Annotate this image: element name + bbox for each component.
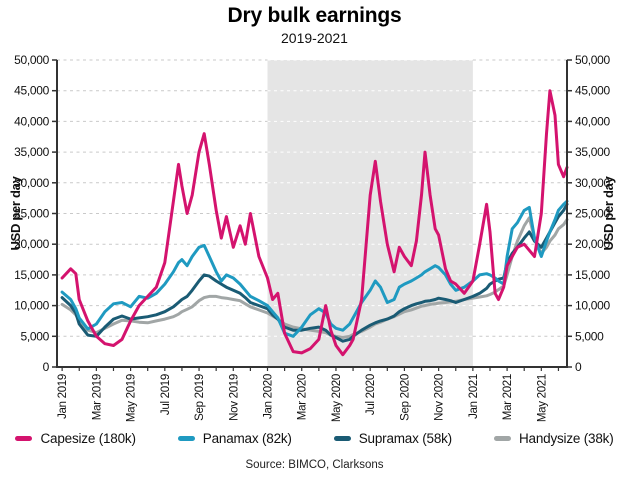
- x-tick-label: Sep 2020: [399, 374, 411, 421]
- y-tick-label-left: 35,000: [14, 145, 50, 159]
- source-caption: Source: BIMCO, Clarksons: [245, 459, 384, 471]
- chart-legend: Capesize (180k) Panamax (82k) Supramax (58…: [0, 431, 629, 446]
- y-tick-label-left: 25,000: [14, 207, 50, 221]
- y-tick-label-right: 10,000: [575, 299, 611, 313]
- series-line-supramax: [60, 202, 569, 343]
- y-tick-label-right: 20,000: [575, 237, 611, 251]
- y-tick-label-right: 30,000: [575, 176, 611, 190]
- legend-label: Panamax (82k): [202, 431, 292, 446]
- series-line-handysize: [60, 216, 569, 339]
- y-tick-label-right: 5,000: [575, 329, 604, 343]
- x-tick-label: May 2019: [126, 374, 138, 422]
- x-tick-label: Mar 2019: [91, 374, 103, 420]
- y-tick-label-right: 25,000: [575, 207, 611, 221]
- y-tick-label-left: 30,000: [14, 176, 50, 190]
- x-tick-label: Jan 2021: [468, 374, 480, 419]
- y-tick-label-left: 50,000: [14, 53, 50, 67]
- x-tick-label: Sep 2019: [194, 374, 206, 421]
- x-tick-label: Jul 2020: [365, 374, 377, 415]
- y-tick-label-left: 40,000: [14, 114, 50, 128]
- x-tick-label: May 2021: [536, 374, 548, 422]
- legend-marker-capesize: [15, 436, 33, 441]
- y-tick-label-left: 15,000: [14, 268, 50, 282]
- y-tick-label-left: 10,000: [14, 299, 50, 313]
- x-tick-label: Mar 2020: [297, 374, 309, 420]
- y-tick-label-right: 35,000: [575, 145, 611, 159]
- y-axis-title-right: USD per day: [601, 175, 616, 250]
- x-tick-label: Nov 2019: [228, 374, 240, 421]
- y-tick-label-right: 40,000: [575, 114, 611, 128]
- series-line-panamax: [60, 199, 569, 338]
- y-tick-label-right: 15,000: [575, 268, 611, 282]
- chart-canvas: 0 0 5,000 5,000 10,000 10,000 15,000 15,000 20,0…: [8, 53, 616, 422]
- legend-item-capesize: Capesize (180k): [15, 431, 136, 446]
- legend-label: Handysize (38k): [518, 431, 614, 446]
- legend-item-supramax: Supramax (58k): [333, 431, 452, 446]
- x-tick-label: Jul 2019: [160, 374, 172, 415]
- x-tick-label: Nov 2020: [434, 374, 446, 421]
- y-tick-label-left: 5,000: [20, 329, 49, 343]
- legend-marker-panamax: [177, 436, 195, 441]
- x-tick-label: Jan 2020: [263, 374, 275, 419]
- x-tick-label: Mar 2021: [502, 374, 514, 420]
- x-tick-label: Jan 2019: [57, 374, 69, 419]
- y-tick-label-right: 45,000: [575, 84, 611, 98]
- y-tick-label-left: 45,000: [14, 84, 50, 98]
- y-tick-label-left: 0: [43, 360, 50, 374]
- x-tick-label: May 2020: [331, 374, 343, 422]
- legend-marker-handysize: [493, 436, 511, 441]
- chart-subtitle: 2019-2021: [281, 30, 348, 46]
- legend-label: Supramax (58k): [358, 431, 452, 446]
- y-tick-label-right: 0: [575, 360, 582, 374]
- legend-marker-supramax: [333, 436, 351, 441]
- y-tick-label-right: 50,000: [575, 53, 611, 67]
- legend-label: Capesize (180k): [40, 431, 136, 446]
- series-line-capesize: [60, 89, 569, 357]
- y-axis-title-left: USD per day: [8, 175, 23, 250]
- legend-item-handysize: Handysize (38k): [493, 431, 614, 446]
- legend-item-panamax: Panamax (82k): [177, 431, 292, 446]
- y-tick-label-left: 20,000: [14, 237, 50, 251]
- chart-title: Dry bulk earnings: [227, 4, 402, 27]
